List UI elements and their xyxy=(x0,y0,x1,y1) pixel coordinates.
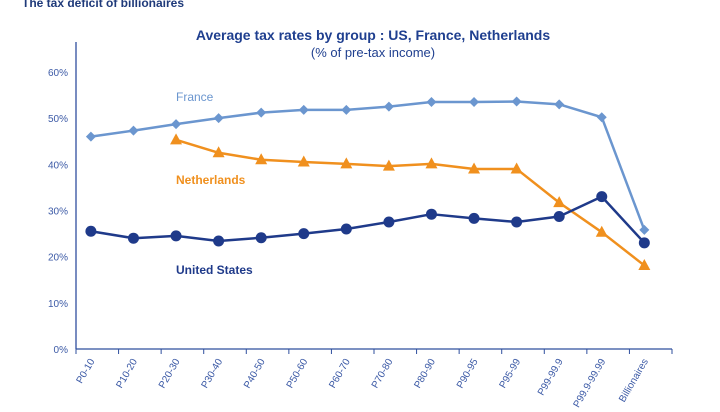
x-tick-label: P80-90 xyxy=(412,357,438,391)
data-point-triangle xyxy=(595,225,608,237)
data-point-triangle xyxy=(340,157,353,169)
data-point-triangle xyxy=(510,162,523,174)
data-point-circle xyxy=(553,211,565,223)
data-point-circle xyxy=(85,225,97,237)
y-tick-label: 50% xyxy=(48,114,68,125)
x-tick-label: P90-95 xyxy=(455,357,481,391)
data-point-diamond xyxy=(554,99,565,110)
x-tick-label: P95-99 xyxy=(498,357,524,391)
x-tick-label: P30-40 xyxy=(200,357,226,391)
y-tick-label: 30% xyxy=(48,207,68,218)
data-point-circle xyxy=(298,228,310,240)
data-point-diamond xyxy=(85,131,96,142)
x-tick-label: P99.9-99.99 xyxy=(572,357,609,410)
series-line-france xyxy=(90,100,646,231)
x-tick-label: P70-80 xyxy=(370,357,396,391)
data-point-diamond xyxy=(511,96,522,107)
data-point-circle xyxy=(383,216,395,228)
data-point-diamond xyxy=(469,97,480,108)
x-tick-label: Billionaires xyxy=(617,357,651,404)
y-tick-label: 0% xyxy=(54,345,69,356)
x-tick-label: P60-70 xyxy=(327,357,353,391)
data-point-triangle xyxy=(212,146,225,158)
data-point-triangle xyxy=(638,258,651,270)
x-tick-label: P99-99.9 xyxy=(536,357,566,398)
data-point-circle xyxy=(596,191,608,203)
series-line-netherlands xyxy=(175,138,646,267)
series-label-united-states: United States xyxy=(176,263,253,277)
data-point-diamond xyxy=(128,125,139,136)
data-point-triangle xyxy=(170,133,183,145)
data-point-circle xyxy=(170,230,182,242)
data-point-triangle xyxy=(297,155,310,167)
data-point-circle xyxy=(255,232,267,244)
series-label-france: France xyxy=(176,90,214,104)
y-tick-label: 10% xyxy=(48,299,68,310)
data-point-diamond xyxy=(171,119,182,130)
y-tick-label: 40% xyxy=(48,160,68,171)
series-line-united-states xyxy=(90,195,646,244)
x-tick-label: P40-50 xyxy=(242,357,268,391)
data-point-diamond xyxy=(383,101,394,112)
data-point-diamond xyxy=(298,104,309,115)
series-labels: France Netherlands United States xyxy=(176,90,253,277)
data-point-circle xyxy=(638,237,650,249)
data-point-circle xyxy=(340,223,352,235)
data-point-triangle xyxy=(425,157,438,169)
chart-subtitle: (% of pre-tax income) xyxy=(311,45,435,60)
data-point-diamond xyxy=(213,113,224,124)
data-point-circle xyxy=(213,235,225,247)
data-point-diamond xyxy=(256,107,267,118)
page-heading: The tax deficit of billionaires xyxy=(22,0,185,10)
data-point-triangle xyxy=(255,153,268,165)
data-point-triangle xyxy=(382,159,395,171)
chart-title: Average tax rates by group : US, France,… xyxy=(196,27,550,43)
data-point-circle xyxy=(511,216,523,228)
series-label-netherlands: Netherlands xyxy=(176,173,246,187)
data-point-circle xyxy=(127,232,139,244)
x-tick-label: P0-10 xyxy=(75,357,98,386)
x-tick-label: P20-30 xyxy=(157,357,183,391)
data-point-triangle xyxy=(468,162,481,174)
y-tick-label: 20% xyxy=(48,253,68,264)
series-layer xyxy=(85,96,651,270)
data-point-circle xyxy=(468,212,480,224)
data-point-triangle xyxy=(553,196,566,208)
x-tick-label: P10-20 xyxy=(114,357,140,391)
data-point-diamond xyxy=(639,224,650,235)
x-tick-label: P50-60 xyxy=(285,357,311,391)
data-point-diamond xyxy=(426,97,437,108)
data-point-diamond xyxy=(341,104,352,115)
data-point-diamond xyxy=(596,112,607,123)
data-point-circle xyxy=(425,208,437,220)
y-tick-label: 60% xyxy=(48,68,68,79)
